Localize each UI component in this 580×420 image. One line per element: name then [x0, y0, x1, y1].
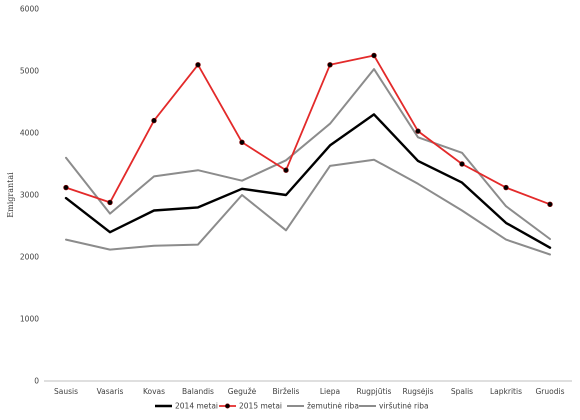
- series-line: [65, 54, 551, 206]
- data-point: [151, 117, 157, 124]
- data-point: [283, 167, 289, 173]
- legend-label: viršutinė riba: [379, 402, 429, 411]
- y-tick-label: 2000: [20, 253, 39, 262]
- legend: 2014 metai 2015 metai žemutinė riba viršuti…: [155, 402, 429, 411]
- data-point: [195, 62, 201, 68]
- x-tick-label: Gruodis: [536, 387, 565, 396]
- data-point: [547, 201, 553, 208]
- x-tick-label: Lapkritis: [490, 387, 522, 396]
- data-point: [459, 161, 465, 167]
- x-tick-label: Vasaris: [97, 387, 124, 396]
- y-axis-title: Emigrantai: [6, 172, 15, 218]
- legend-label: 2015 metai: [239, 402, 282, 411]
- y-tick-label: 0: [34, 377, 39, 386]
- x-tick-label: Liepa: [320, 387, 340, 396]
- series-line: [65, 158, 551, 256]
- x-tick-label: Rugpjūtis: [357, 387, 392, 396]
- x-tick-label: Rugsėjis: [403, 387, 434, 396]
- data-point: [239, 139, 245, 146]
- x-tick-label: Birželis: [273, 387, 300, 396]
- data-point: [63, 184, 69, 191]
- data-point: [371, 52, 377, 59]
- x-tick-label: Gegužė: [228, 387, 257, 396]
- x-tick-label: Kovas: [143, 387, 165, 396]
- series-lines: [63, 52, 553, 256]
- data-point: [503, 184, 509, 191]
- y-tick-label: 4000: [20, 129, 39, 138]
- data-point: [415, 128, 421, 134]
- x-axis-ticks: Sausis Vasaris Kovas Balandis Gegužė Birželis…: [54, 387, 565, 396]
- data-point: [107, 199, 113, 206]
- legend-label: žemutinė riba: [307, 402, 359, 411]
- y-tick-label: 6000: [20, 5, 39, 14]
- y-tick-label: 1000: [20, 315, 39, 324]
- data-point: [327, 62, 333, 68]
- x-tick-label: Spalis: [451, 387, 473, 396]
- legend-marker: [225, 403, 231, 409]
- y-tick-label: 5000: [20, 67, 39, 76]
- x-tick-label: Balandis: [182, 387, 214, 396]
- series-line: [64, 113, 552, 249]
- series-line: [65, 68, 551, 240]
- y-tick-label: 3000: [20, 191, 39, 200]
- y-axis-ticks: 0 1000 2000 3000 4000 5000 6000: [20, 5, 39, 386]
- x-tick-label: Sausis: [54, 387, 78, 396]
- legend-label: 2014 metai: [175, 402, 218, 411]
